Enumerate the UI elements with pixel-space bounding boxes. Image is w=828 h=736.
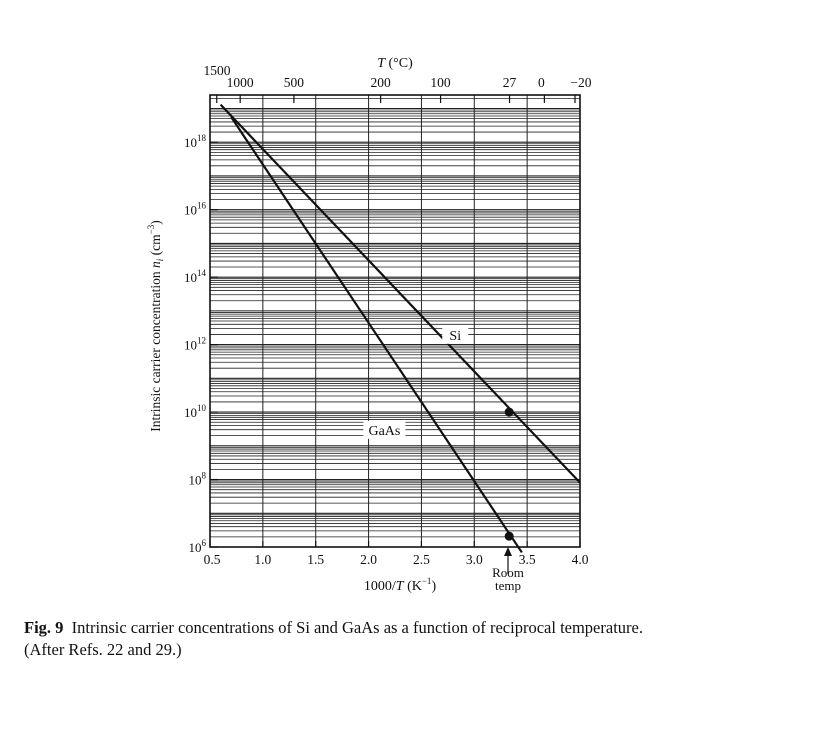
top-tick-label: 0 <box>538 75 545 90</box>
series-line-si <box>219 103 581 484</box>
x-tick-label: 2.5 <box>413 552 430 567</box>
top-axis-title: T (°C) <box>377 56 413 71</box>
x-tick-label: 3.5 <box>519 552 536 567</box>
x-tick-label: 4.0 <box>572 552 589 567</box>
series-label-si: Si <box>449 329 461 344</box>
room-temp-marker-si <box>504 407 514 417</box>
top-tick-label: 1500 <box>204 63 231 78</box>
plot-frame <box>209 94 581 548</box>
y-tick-label: 1018 <box>184 133 207 150</box>
caption-line2: (After Refs. 22 and 29.) <box>24 640 182 659</box>
x-axis-title: 1000/T (K−1) <box>364 576 437 594</box>
series-label-gaas: GaAs <box>368 424 400 439</box>
top-tick-label: 1000 <box>227 75 254 90</box>
x-tick-label: 3.0 <box>466 552 483 567</box>
y-tick-label: 108 <box>189 471 207 488</box>
figure-caption: Fig. 9 Intrinsic carrier concentrations … <box>24 617 814 661</box>
x-axis-ticks: 0.5 1.0 1.5 2.0 2.5 3.0 3.5 4.0 <box>204 541 589 567</box>
x-tick-label: 1.5 <box>307 552 324 567</box>
figure-label: Fig. 9 <box>24 618 64 637</box>
top-tick-label: 27 <box>503 75 517 90</box>
y-tick-label: 1012 <box>184 336 206 353</box>
room-temp-marker-gaas <box>504 531 514 541</box>
y-tick-label: 1016 <box>184 201 207 218</box>
y-axis-title: Intrinsic carrier concentration ni (cm−3… <box>146 220 165 432</box>
series-label-bg <box>363 420 406 439</box>
caption-line1: Intrinsic carrier concentrations of Si a… <box>71 618 643 637</box>
top-tick-label: −20 <box>570 75 591 90</box>
top-tick-label: 200 <box>371 75 392 90</box>
x-tick-label: 1.0 <box>254 552 271 567</box>
room-temp-label-line2: temp <box>495 578 521 593</box>
series-line-gaas <box>230 116 523 554</box>
x-tick-label: 2.0 <box>360 552 377 567</box>
grid-lines <box>210 95 580 547</box>
room-temp-arrowhead <box>504 547 512 556</box>
y-tick-label: 1010 <box>184 403 207 420</box>
top-tick-label: 500 <box>284 75 305 90</box>
x-tick-label: 0.5 <box>204 552 221 567</box>
y-tick-label: 1014 <box>184 268 207 285</box>
series-layer: Si GaAs <box>219 103 581 554</box>
series-label-bg <box>442 325 469 344</box>
room-temp-label-line1: Room <box>492 565 524 580</box>
top-tick-label: 100 <box>430 75 451 90</box>
